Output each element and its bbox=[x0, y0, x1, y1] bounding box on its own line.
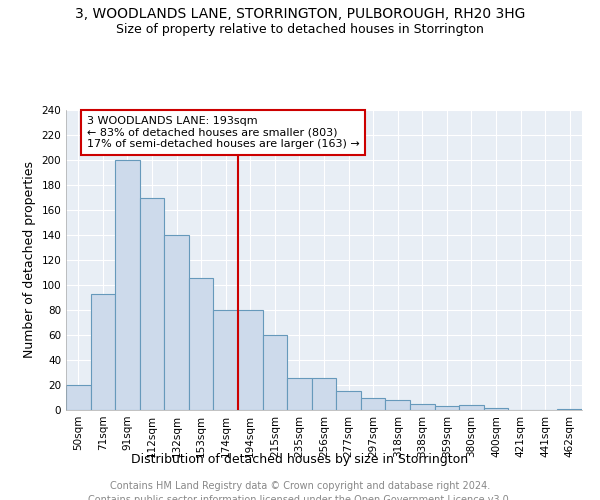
Bar bbox=[164, 235, 189, 410]
Bar bbox=[484, 408, 508, 410]
Bar bbox=[557, 409, 582, 410]
Bar bbox=[140, 198, 164, 410]
Bar bbox=[66, 385, 91, 410]
Bar bbox=[410, 404, 434, 410]
Bar bbox=[312, 378, 336, 410]
Bar bbox=[361, 398, 385, 410]
Text: Size of property relative to detached houses in Storrington: Size of property relative to detached ho… bbox=[116, 22, 484, 36]
Y-axis label: Number of detached properties: Number of detached properties bbox=[23, 162, 36, 358]
Text: Contains HM Land Registry data © Crown copyright and database right 2024.
Contai: Contains HM Land Registry data © Crown c… bbox=[88, 481, 512, 500]
Bar bbox=[434, 406, 459, 410]
Bar bbox=[287, 378, 312, 410]
Bar bbox=[115, 160, 140, 410]
Bar bbox=[238, 310, 263, 410]
Bar bbox=[385, 400, 410, 410]
Bar bbox=[336, 391, 361, 410]
Text: 3, WOODLANDS LANE, STORRINGTON, PULBOROUGH, RH20 3HG: 3, WOODLANDS LANE, STORRINGTON, PULBOROU… bbox=[75, 8, 525, 22]
Text: 3 WOODLANDS LANE: 193sqm
← 83% of detached houses are smaller (803)
17% of semi-: 3 WOODLANDS LANE: 193sqm ← 83% of detach… bbox=[86, 116, 359, 149]
Text: Distribution of detached houses by size in Storrington: Distribution of detached houses by size … bbox=[131, 452, 469, 466]
Bar bbox=[459, 405, 484, 410]
Bar bbox=[189, 278, 214, 410]
Bar bbox=[91, 294, 115, 410]
Bar bbox=[263, 335, 287, 410]
Bar bbox=[214, 310, 238, 410]
